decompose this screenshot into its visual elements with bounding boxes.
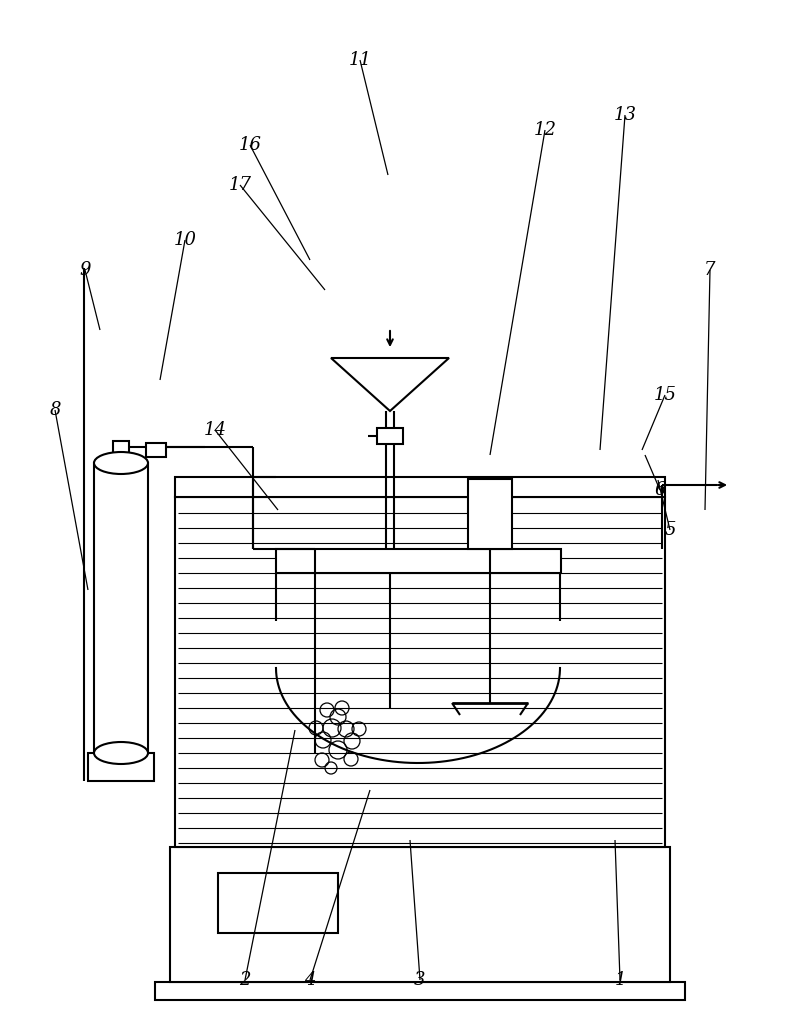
Ellipse shape bbox=[94, 452, 148, 474]
Text: 8: 8 bbox=[50, 401, 61, 419]
Text: 2: 2 bbox=[239, 971, 250, 989]
Text: 15: 15 bbox=[654, 386, 677, 404]
Text: 11: 11 bbox=[349, 51, 371, 69]
Bar bbox=[377, 428, 403, 444]
Bar bbox=[423, 890, 443, 910]
Text: 6: 6 bbox=[654, 480, 666, 499]
Bar bbox=[468, 479, 512, 549]
Text: 1: 1 bbox=[614, 971, 626, 989]
Bar bbox=[175, 477, 665, 497]
Text: 10: 10 bbox=[174, 231, 197, 249]
Bar bbox=[113, 441, 129, 453]
Bar bbox=[218, 873, 338, 934]
Ellipse shape bbox=[94, 742, 148, 764]
Bar bbox=[155, 982, 685, 1000]
Text: 3: 3 bbox=[414, 971, 426, 989]
Bar bbox=[276, 549, 561, 573]
Polygon shape bbox=[331, 358, 449, 411]
Text: 17: 17 bbox=[229, 176, 251, 194]
Bar bbox=[175, 497, 665, 847]
Text: 5: 5 bbox=[664, 521, 676, 539]
Bar bbox=[378, 890, 398, 910]
Bar bbox=[170, 847, 670, 982]
Bar bbox=[468, 890, 488, 910]
Text: 12: 12 bbox=[534, 121, 557, 139]
Bar bbox=[146, 443, 166, 457]
Text: 13: 13 bbox=[614, 106, 637, 124]
Text: 7: 7 bbox=[704, 261, 716, 279]
Text: 4: 4 bbox=[304, 971, 316, 989]
Text: 16: 16 bbox=[238, 136, 262, 154]
Text: 14: 14 bbox=[203, 421, 226, 439]
Text: 9: 9 bbox=[79, 261, 90, 279]
Bar bbox=[94, 463, 148, 753]
Bar bbox=[88, 753, 154, 781]
